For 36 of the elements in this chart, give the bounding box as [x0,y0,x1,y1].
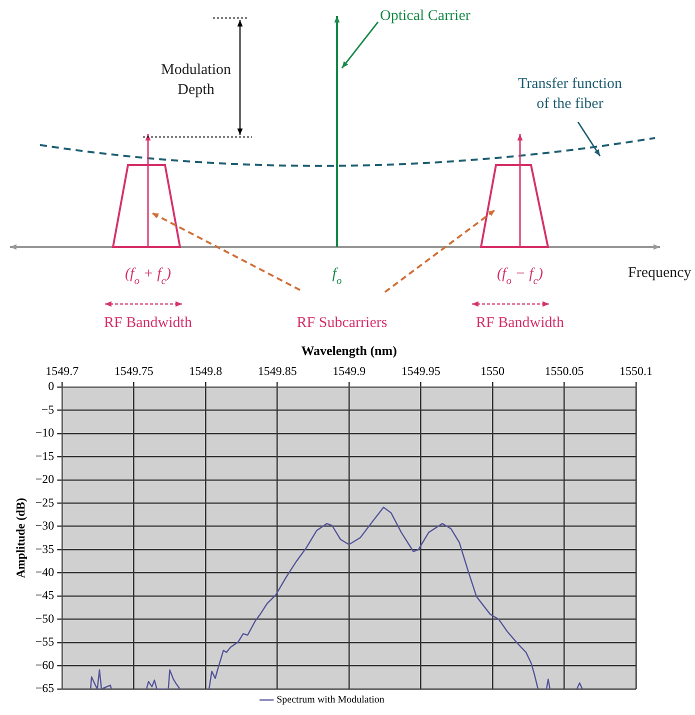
y-tick-label: −50 [35,611,54,626]
text: (f$_{o}$ − f$_{c}$) [497,266,543,286]
x-tick-label: 1550.05 [544,364,584,378]
text: RF Bandwidth [476,315,564,331]
x-tick-label: 1549.95 [401,364,440,378]
y-tick-label: −25 [35,495,54,510]
x-tick-label: 1549.8 [189,364,222,378]
x-axis-title: Wavelength (nm) [301,343,397,358]
y-tick-label: −30 [35,518,54,533]
text: Transfer function of the fiber [518,76,623,112]
y-tick-label: 0 [48,379,54,394]
y-tick-label: −65 [35,681,54,696]
x-tick-label: 1550.1 [620,364,652,378]
y-tick-label: −60 [35,658,54,672]
x-tick-label: 1549.85 [258,364,297,378]
y-tick-label: −20 [35,472,54,486]
x-tick-label: 1550 [480,364,505,378]
y-tick-label: −15 [35,448,54,463]
x-tick-label: 1549.75 [114,364,154,378]
text: (f$_{o}$ + f$_{c}$) [125,266,171,286]
text: RF Bandwidth [104,315,192,331]
text: RF Subcarriers [296,315,388,331]
x-tick-label: 1549.7 [46,364,79,378]
x-tick-label: 1549.9 [332,364,366,378]
y-tick-label: −55 [35,634,54,649]
y-axis-title: Amplitude (dB) [13,498,28,578]
text: f$_{o}$ [332,266,342,286]
text: Optical Carrier [380,8,470,24]
y-tick-label: −10 [35,426,54,440]
y-tick-label: −40 [35,565,54,579]
y-tick-label: −45 [35,588,54,602]
text: Frequency [628,265,692,281]
y-tick-label: −35 [35,542,54,556]
y-tick-label: −5 [41,402,54,416]
legend-label: Spectrum with Modulation [276,694,384,706]
text: Modulation Depth [161,62,232,98]
